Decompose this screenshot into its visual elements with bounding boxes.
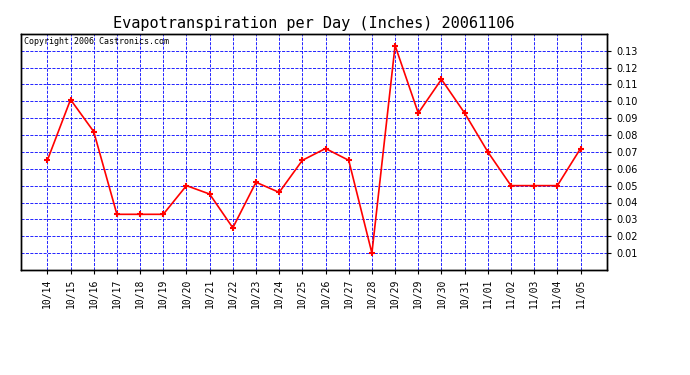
Text: Copyright 2006 Castronics.com: Copyright 2006 Castronics.com — [23, 37, 168, 46]
Title: Evapotranspiration per Day (Inches) 20061106: Evapotranspiration per Day (Inches) 2006… — [113, 16, 515, 31]
